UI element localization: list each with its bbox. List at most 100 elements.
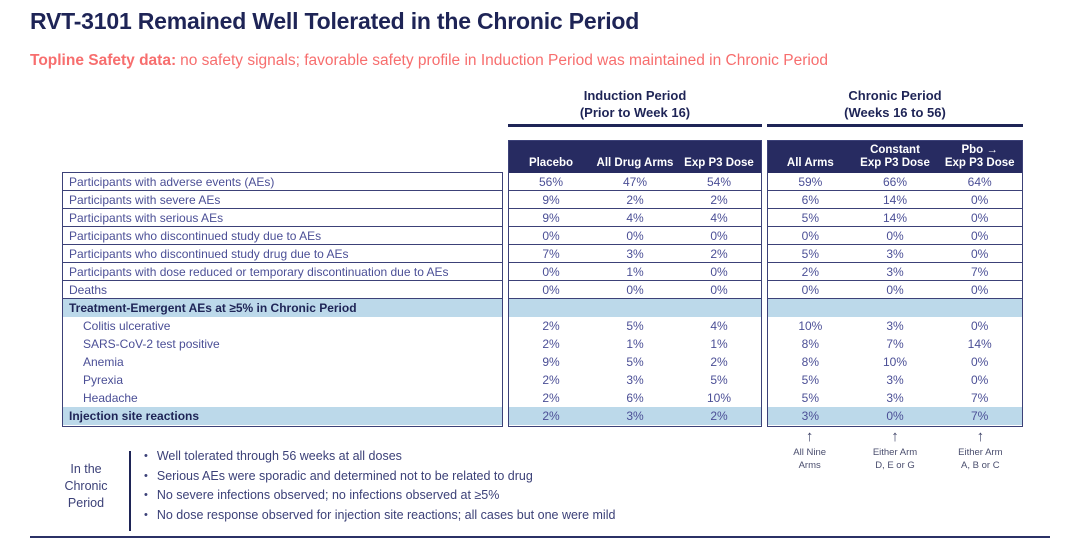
table-row: Injection site reactions — [63, 407, 502, 425]
arm-label-line: A, B or C — [961, 459, 1000, 471]
cell-value: 5% — [626, 355, 644, 369]
cell-value: 0% — [801, 282, 819, 297]
up-arrow-icon: ↑ — [891, 428, 899, 445]
table-induction-values: Placebo All Drug Arms Exp P3 Dose 56% 47%… — [508, 140, 762, 427]
cell-value: 2% — [542, 391, 560, 405]
row-label: Colitis ulcerative — [83, 319, 171, 333]
column-header-row: Placebo All Drug Arms Exp P3 Dose — [509, 141, 761, 173]
chronic-period-note-label: In the Chronic Period — [46, 461, 126, 512]
note-divider-line — [129, 451, 131, 531]
column-header-line: Exp P3 Dose — [860, 156, 930, 169]
table-row: 9% 5% 2% — [509, 353, 761, 371]
cell-value: 0% — [710, 282, 728, 297]
cell-value: 0% — [886, 282, 904, 297]
cell-value: 59% — [798, 174, 823, 189]
table-row: 0% 0% 0% — [509, 227, 761, 245]
bullet-text: No severe infections observed; no infect… — [156, 488, 500, 502]
table-row: Headache — [63, 389, 502, 407]
cell-value: 4% — [710, 319, 728, 333]
bullet-icon: • — [144, 508, 148, 521]
cell-value: 4% — [710, 210, 728, 225]
slide-title: RVT-3101 Remained Well Tolerated in the … — [30, 8, 640, 34]
cell-value: 0% — [710, 264, 728, 279]
column-header-line: Exp P3 Dose — [684, 156, 754, 169]
up-arrow-icon: ↑ — [976, 428, 985, 445]
cell-value: 7% — [971, 264, 989, 279]
cell-value: 0% — [971, 246, 989, 261]
row-label: Pyrexia — [83, 373, 124, 387]
column-header: All Arms — [768, 141, 853, 173]
table-row: 56% 47% 54% — [509, 173, 761, 191]
table-row: Treatment-Emergent AEs at ≥5% in Chronic… — [63, 299, 502, 317]
row-label: SARS-CoV-2 test positive — [83, 337, 220, 351]
table-row: Anemia — [63, 353, 502, 371]
cell-value: 0% — [542, 228, 560, 243]
cell-value: 0% — [626, 282, 644, 297]
bullet-item: • No dose response observed for injection… — [144, 506, 924, 526]
row-label: Participants with dose reduced or tempor… — [69, 264, 449, 279]
arm-label-line: Either Arm — [872, 447, 918, 458]
row-label: Headache — [83, 391, 138, 405]
column-header-row: All Arms Constant Exp P3 Dose Pbo → Exp P3… — [768, 141, 1022, 173]
note-label-line: Chronic — [64, 478, 108, 493]
arm-annotation: ↑ Either Arm D, E or G — [852, 429, 937, 473]
cell-value: 0% — [971, 210, 989, 225]
group-subtitle: (Prior to Week 16) — [579, 104, 691, 120]
cell-value: 3% — [886, 391, 904, 405]
table-row: Participants with severe AEs — [63, 191, 502, 209]
induction-rows: 56% 47% 54% 9% 2% 2% 9% 4% 4% 0% 0% 0% 7% 3% 2% 0% 1% 0% 0… — [509, 173, 761, 425]
cell-value: 3% — [886, 373, 904, 387]
row-label: Deaths — [69, 282, 108, 297]
cell-value: 0% — [971, 319, 989, 333]
row-label: Participants who discontinued study due … — [69, 228, 322, 243]
row-label: Participants with severe AEs — [69, 192, 221, 207]
table-row: Participants who discontinued study due … — [63, 227, 502, 245]
table-row: Colitis ulcerative — [63, 317, 502, 335]
cell-value: 0% — [886, 228, 904, 243]
table-row: 8% 10% 0% — [768, 353, 1022, 371]
up-arrow-icon: ↑ — [805, 428, 814, 445]
column-header: Pbo → Exp P3 Dose — [937, 141, 1022, 173]
cell-value: 56% — [538, 174, 564, 189]
row-label: Participants who discontinued study drug… — [69, 246, 349, 261]
cell-value: 2% — [710, 355, 728, 369]
cell-value: 5% — [626, 319, 644, 333]
table-row: Participants with dose reduced or tempor… — [63, 263, 502, 281]
bullet-item: • No severe infections observed; no infec… — [144, 486, 924, 506]
table-row: 2% 3% 2% — [509, 407, 761, 425]
cell-value: 0% — [971, 228, 989, 243]
cell-value: 2% — [542, 409, 560, 423]
cell-value: 1% — [626, 337, 644, 351]
bottom-divider-line — [30, 536, 1050, 538]
row-label: Participants with adverse events (AEs) — [69, 174, 275, 189]
cell-value: 2% — [710, 409, 728, 423]
cell-value: 1% — [710, 337, 728, 351]
group-header-chronic: Chronic Period (Weeks 16 to 56) — [767, 88, 1023, 122]
cell-value: 47% — [622, 174, 648, 189]
cell-value: 7% — [886, 337, 904, 351]
chronic-rows: 59% 66% 64% 6% 14% 0% 5% 14% 0% 0% 0% 0% 5% 3% 0% 2% 3% 7… — [768, 173, 1022, 425]
cell-value: 3% — [886, 246, 904, 261]
table-row: Participants with serious AEs — [63, 209, 502, 227]
cell-value: 3% — [626, 373, 644, 387]
bullet-text: No dose response observed for injection … — [156, 507, 616, 522]
column-header-line: All Drug Arms — [596, 156, 674, 169]
bullet-item: • Well tolerated through 56 weeks at all … — [144, 447, 924, 467]
cell-value: 5% — [801, 391, 819, 405]
cell-value: 0% — [971, 282, 989, 297]
bullet-icon: • — [144, 489, 148, 501]
cell-value: 0% — [971, 192, 989, 207]
cell-value: 2% — [710, 246, 728, 261]
table-row: 9% 2% 2% — [509, 191, 761, 209]
group-title: Chronic Period — [848, 88, 942, 103]
table-row: Pyrexia — [63, 371, 502, 389]
table-row: 5% 3% 7% — [768, 389, 1022, 407]
cell-value: 10% — [706, 391, 732, 405]
note-label-line: In the — [70, 462, 102, 476]
table-row: Deaths — [63, 281, 502, 299]
cell-value: 6% — [801, 192, 819, 207]
column-header-line: All Arms — [786, 156, 834, 169]
group-subtitle: (Weeks 16 to 56) — [844, 104, 946, 120]
cell-value: 0% — [710, 228, 728, 243]
cell-value: 8% — [801, 355, 819, 369]
